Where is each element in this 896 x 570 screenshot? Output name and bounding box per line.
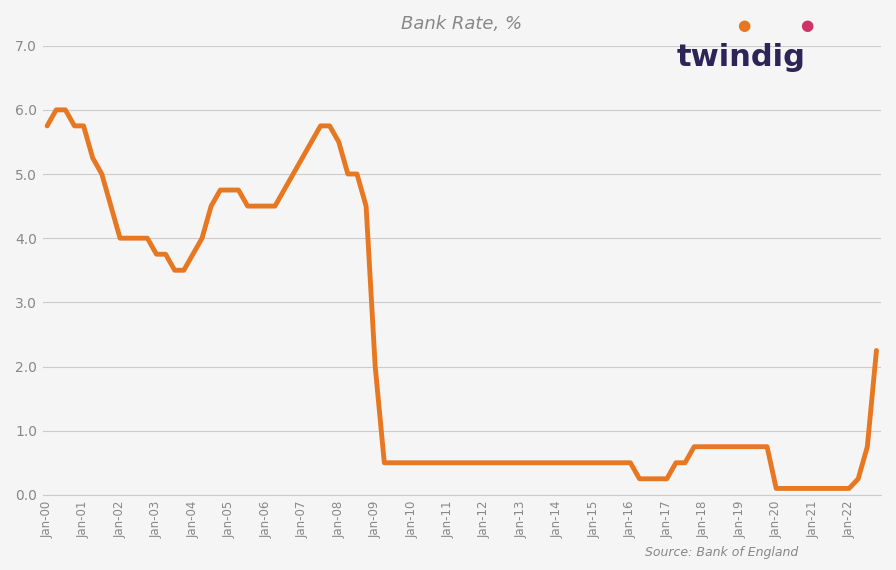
Text: ●: ● xyxy=(737,18,750,33)
Text: twindig: twindig xyxy=(676,43,806,71)
Text: Source: Bank of England: Source: Bank of England xyxy=(645,545,798,559)
Text: ●: ● xyxy=(800,18,813,33)
Title: Bank Rate, %: Bank Rate, % xyxy=(401,15,522,33)
